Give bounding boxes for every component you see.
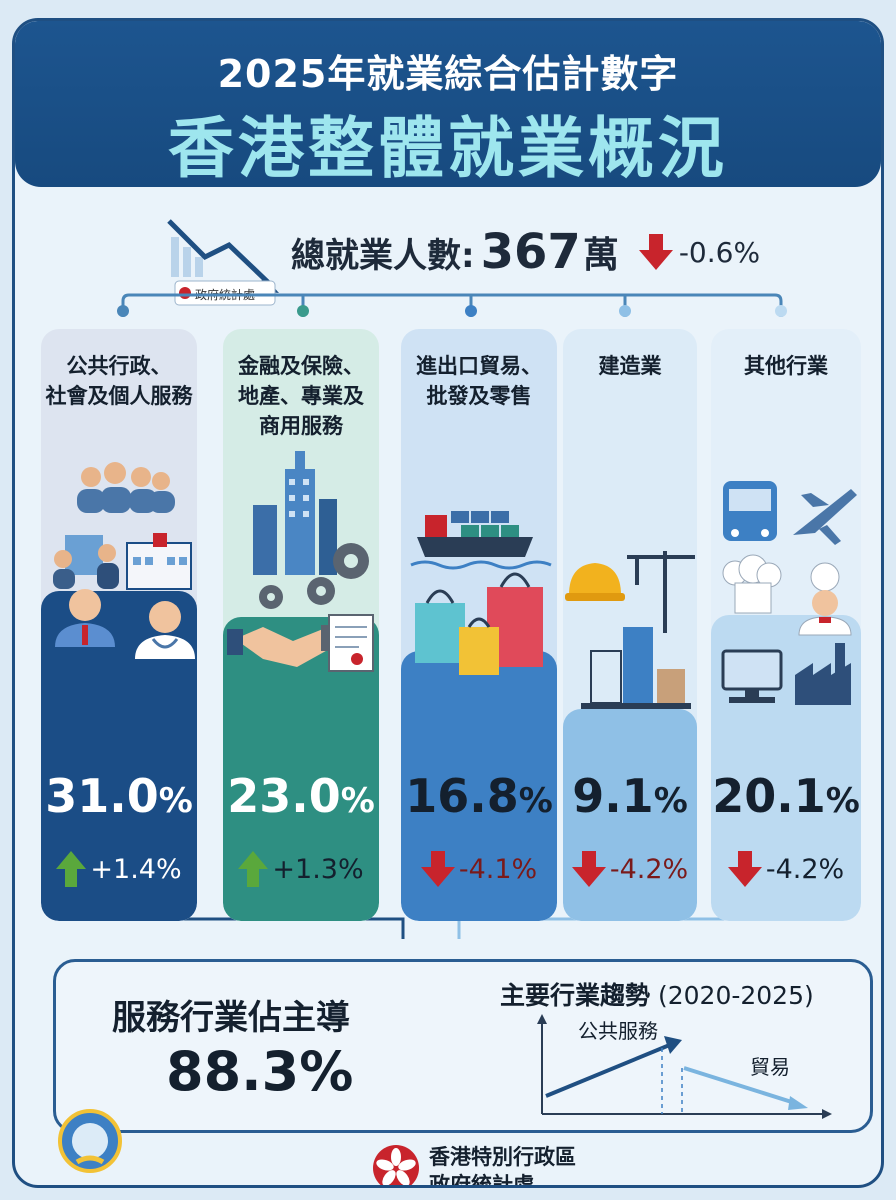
sector-change: +1.3% [223, 849, 379, 889]
total-value: 367 [480, 224, 581, 280]
sector-change: -4.2% [711, 849, 861, 889]
hospital-icon [126, 533, 192, 590]
people-group-icon [53, 462, 195, 659]
sector-change: -4.1% [401, 849, 557, 889]
airplane-icon [793, 489, 857, 545]
sector-card-trade: 進出口貿易、 批發及零售 16.8% -4.1% [401, 329, 557, 921]
sector-share: 20.1% [712, 769, 860, 823]
sector-card-others: 其他行業 20.1% -4.2% [711, 329, 861, 921]
up-arrow-icon [56, 851, 87, 887]
down-arrow-icon [638, 234, 673, 270]
footer-line1: 香港特別行政區 [429, 1145, 576, 1169]
sector-title: 其他行業 [744, 354, 828, 378]
down-arrow-icon [727, 851, 762, 887]
trend-mini-chart: 公共服務 貿易 [537, 1014, 832, 1119]
infographic-frame: 2025年就業綜合估計數字 香港整體就業概況 政府統計處 總就業人數: 367 … [12, 18, 884, 1188]
summary-panel: 服務行業佔主導 88.3% 主要行業趨勢 (2020-2025) 公共服務 貿易 [53, 959, 873, 1133]
sector-share: 16.8% [405, 769, 553, 823]
sector-card-finance: 金融及保險、 地產、專業及 商用服務 23.0% +1.3% [223, 329, 379, 921]
sector-title: 金融及保險、 地產、專業及 商用服務 [238, 354, 364, 438]
sector-change: +1.4% [41, 849, 197, 889]
cargo-ship-icon [410, 511, 552, 675]
trend-up-label: 公共服務 [578, 1019, 658, 1043]
sector-title: 公共行政、 社會及個人服務 [45, 354, 193, 408]
service-dominance-value: 88.3% [166, 1040, 354, 1103]
total-change: -0.6% [678, 235, 761, 269]
office-worker-icon [55, 589, 115, 647]
down-arrow-icon [420, 851, 455, 887]
up-arrow-icon [238, 851, 269, 887]
shopping-bags-icon [415, 572, 543, 675]
document-icon [328, 614, 374, 672]
doctor-icon [135, 601, 195, 659]
mascot-badge-icon [58, 1109, 122, 1173]
sector-card-public-admin: 公共行政、 社會及個人服務 31.0% +1.4% [41, 329, 197, 921]
header-subtitle: 2025年就業綜合估計數字 [217, 52, 679, 96]
service-dominance-title: 服務行業佔主導 [112, 998, 350, 1038]
skyscraper-icon [227, 451, 374, 672]
factory-icon [795, 643, 851, 705]
header-banner: 2025年就業綜合估計數字 香港整體就業概況 [15, 21, 881, 187]
declining-chart-icon: 政府統計處 [167, 219, 279, 306]
bauhinia-emblem-icon [373, 1145, 419, 1185]
footer-line2: 政府統計處 [429, 1173, 534, 1188]
buildings-icon [581, 627, 691, 709]
hard-hat-icon [565, 551, 695, 709]
crane-icon [627, 551, 695, 633]
gear-icon [259, 543, 369, 609]
down-arrow-icon [571, 851, 606, 887]
sector-share: 9.1% [572, 769, 688, 823]
sector-card-construction: 建造業 9.1% -4.2% [563, 329, 697, 921]
trend-title: 主要行業趨勢 (2020-2025) [500, 981, 814, 1010]
total-employment: 總就業人數: 367 萬 -0.6% [291, 217, 760, 287]
sector-title: 進出口貿易、 批發及零售 [416, 354, 542, 408]
chef-hat-icon [722, 554, 782, 614]
handshake-icon [227, 625, 335, 667]
total-unit: 萬 [582, 235, 619, 276]
sector-share: 23.0% [227, 769, 375, 823]
trend-down-label: 貿易 [750, 1055, 790, 1079]
chef-icon [798, 562, 852, 636]
sector-change: -4.2% [563, 849, 697, 889]
sector-title: 建造業 [598, 354, 662, 378]
bus-icon [721, 481, 857, 705]
computer-icon [721, 649, 783, 703]
header-title: 香港整體就業概況 [168, 110, 728, 187]
total-label: 總就業人數: [291, 235, 475, 276]
sector-share: 31.0% [45, 769, 193, 823]
footer-department: 香港特別行政區 政府統計處 [371, 1139, 631, 1188]
